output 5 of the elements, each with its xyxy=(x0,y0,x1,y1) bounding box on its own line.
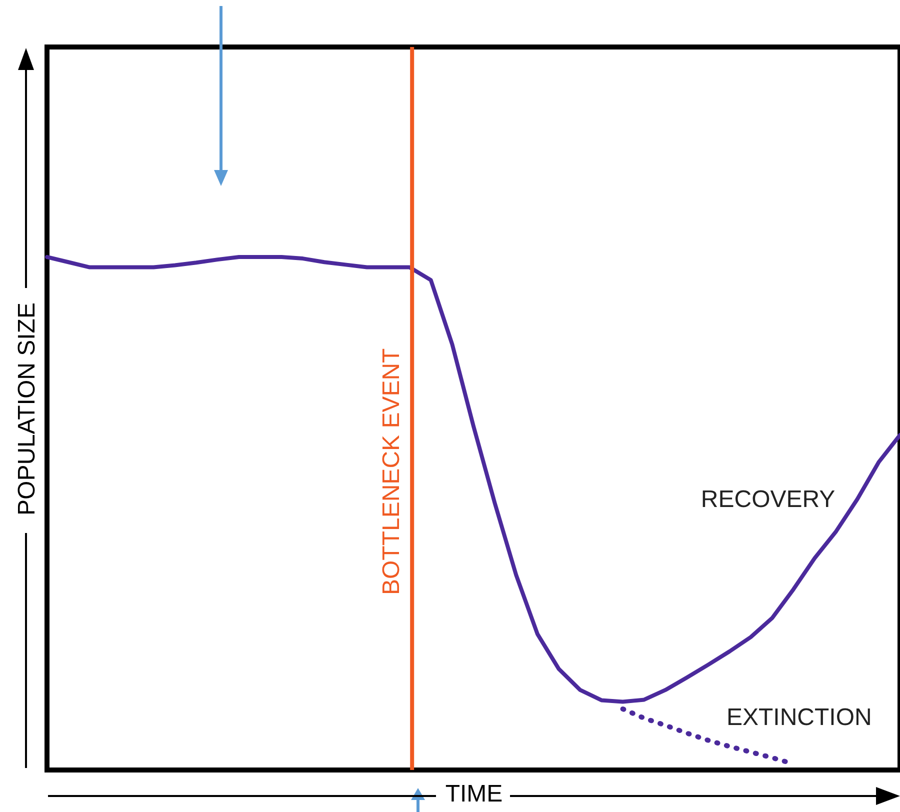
x-axis-title: TIME xyxy=(445,780,503,808)
annotation: RECOVERY xyxy=(700,486,836,513)
annotation: EXTINCTION xyxy=(726,704,872,731)
y-axis-title: POPULATION SIZE xyxy=(14,302,40,516)
text: BOTTLENECK EVENT xyxy=(378,348,406,595)
